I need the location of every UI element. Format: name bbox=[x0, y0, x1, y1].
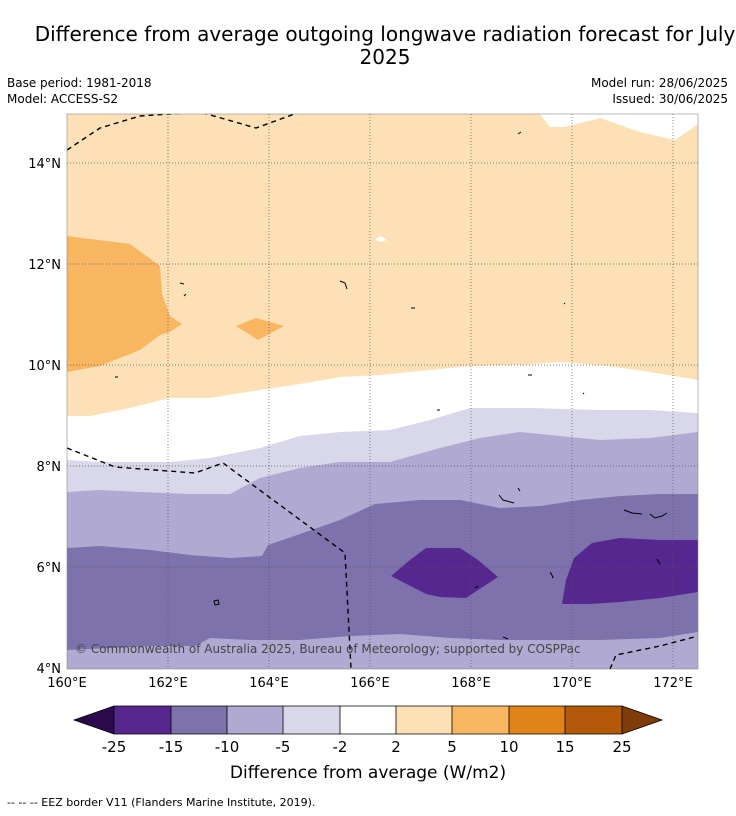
cb-tick: 5 bbox=[447, 738, 457, 756]
islands bbox=[115, 131, 668, 640]
graticule bbox=[67, 114, 698, 669]
cb-seg bbox=[340, 706, 396, 734]
cb-seg bbox=[114, 706, 171, 734]
cb-tick: -5 bbox=[276, 738, 291, 756]
cb-seg bbox=[565, 706, 622, 734]
lon-label: 164°E bbox=[249, 676, 289, 691]
cb-seg bbox=[227, 706, 283, 734]
base-period: Base period: 1981-2018 bbox=[7, 76, 152, 90]
map-area: © Commonwealth of Australia 2025, Bureau… bbox=[67, 114, 698, 669]
eez-borders bbox=[67, 114, 698, 669]
cb-tick: 2 bbox=[391, 738, 401, 756]
cb-tick: -15 bbox=[159, 738, 184, 756]
lat-label: 14°N bbox=[28, 157, 61, 172]
eez-legend: -- -- -- EEZ border V11 (Flanders Marine… bbox=[7, 796, 316, 809]
cb-seg bbox=[452, 706, 509, 734]
copyright-text: © Commonwealth of Australia 2025, Bureau… bbox=[75, 642, 581, 656]
cb-seg bbox=[171, 706, 227, 734]
cb-seg bbox=[396, 706, 452, 734]
lat-label: 8°N bbox=[37, 460, 62, 475]
lat-label: 10°N bbox=[28, 359, 61, 374]
lon-label: 162°E bbox=[148, 676, 188, 691]
patch-neutral-small bbox=[375, 236, 387, 242]
lat-label: 6°N bbox=[37, 561, 62, 576]
meta-left: Base period: 1981-2018 Model: ACCESS-S2 bbox=[7, 75, 152, 107]
meta-right: Model run: 28/06/2025 Issued: 30/06/2025 bbox=[591, 75, 728, 107]
patch-5-10-west bbox=[67, 236, 182, 372]
cb-tick: 15 bbox=[555, 738, 574, 756]
lon-labels: 160°E 162°E 164°E 166°E 168°E 170°E 172°… bbox=[47, 676, 693, 691]
cb-tick: -10 bbox=[215, 738, 240, 756]
cb-tick: -2 bbox=[333, 738, 348, 756]
lon-label: 168°E bbox=[451, 676, 491, 691]
issued-date: Issued: 30/06/2025 bbox=[612, 92, 728, 106]
model-name: Model: ACCESS-S2 bbox=[7, 92, 119, 106]
patch-5-10-center bbox=[236, 318, 284, 340]
cb-seg bbox=[622, 706, 662, 734]
cb-seg bbox=[509, 706, 565, 734]
cb-seg bbox=[283, 706, 340, 734]
patch-minus25-minus15-east bbox=[562, 538, 698, 604]
cb-tick: -25 bbox=[102, 738, 127, 756]
model-run: Model run: 28/06/2025 bbox=[590, 76, 728, 90]
map-title: Difference from average outgoing longwav… bbox=[34, 22, 736, 69]
lat-label: 12°N bbox=[28, 258, 61, 273]
colorbar-label: Difference from average (W/m2) bbox=[230, 763, 506, 783]
cb-seg bbox=[74, 706, 114, 734]
map-frame bbox=[66, 113, 699, 670]
cb-tick: 25 bbox=[612, 738, 631, 756]
patch-neutral-top bbox=[540, 114, 698, 140]
colorbar: -25 -15 -10 -5 -2 2 5 10 15 25 Differenc… bbox=[72, 705, 664, 783]
lon-label: 172°E bbox=[653, 676, 693, 691]
lon-label: 160°E bbox=[47, 676, 87, 691]
lon-label: 170°E bbox=[552, 676, 592, 691]
lat-labels: 14°N 12°N 10°N 8°N 6°N 4°N bbox=[28, 157, 61, 677]
band-minus15-minus10 bbox=[67, 494, 698, 650]
cb-tick: 10 bbox=[499, 738, 518, 756]
lon-label: 166°E bbox=[350, 676, 390, 691]
lat-label: 4°N bbox=[37, 662, 62, 677]
